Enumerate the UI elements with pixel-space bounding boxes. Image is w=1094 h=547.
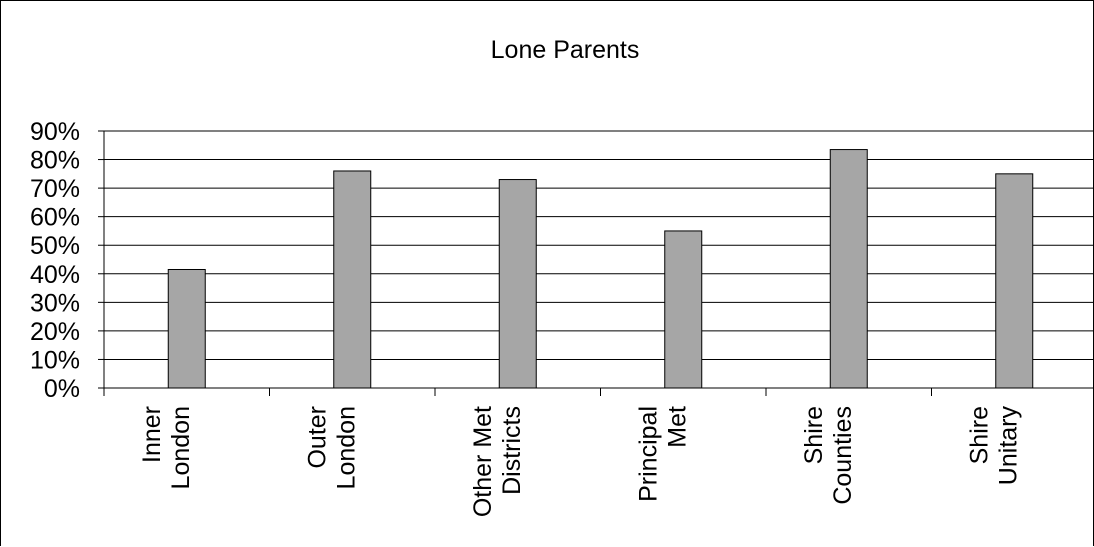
x-tick-labels: InnerLondon OuterLondon Other MetDistricts… (138, 406, 1023, 518)
y-tick-label: 90% (30, 118, 80, 146)
bar (498, 179, 537, 389)
bar (333, 170, 372, 389)
y-tick-label: 0% (44, 375, 80, 403)
y-tick-label: 50% (30, 232, 80, 260)
bar (995, 173, 1034, 389)
bars (167, 149, 1034, 389)
y-tick-label: 80% (30, 147, 80, 175)
bar (664, 230, 703, 389)
chart-title: Lone Parents (491, 36, 640, 64)
y-tick-labels: 0%10%20%30%40%50%60%70%80%90% (30, 118, 80, 403)
bar (829, 149, 868, 389)
y-tick-label: 20% (30, 318, 80, 346)
x-tick-label: ShireUnitary (965, 406, 1022, 486)
x-tick-label: OuterLondon (303, 406, 360, 489)
bar (167, 268, 206, 389)
y-tick-label: 30% (30, 289, 80, 317)
x-tick-label: PrincipalMet (634, 406, 691, 502)
x-tick-label: Other MetDistricts (469, 406, 526, 517)
y-tick-label: 70% (30, 175, 80, 203)
x-tick-label: InnerLondon (138, 406, 195, 489)
gridlines (104, 130, 1094, 360)
axes (98, 130, 1094, 396)
y-tick-label: 40% (30, 261, 80, 289)
y-tick-label: 10% (30, 346, 80, 374)
y-tick-label: 60% (30, 204, 80, 232)
x-tick-label: ShireCounties (800, 406, 857, 505)
